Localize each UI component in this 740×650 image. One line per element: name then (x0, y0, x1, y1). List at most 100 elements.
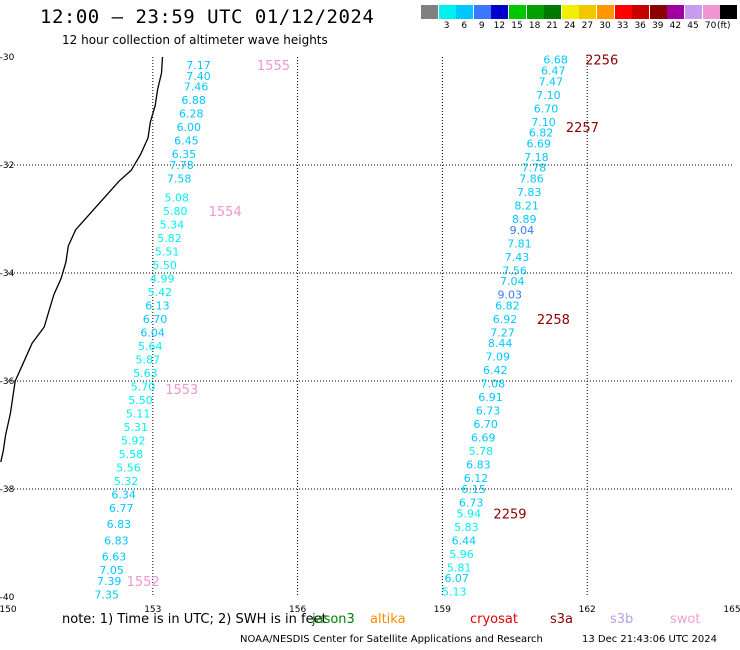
lat-tick-label: -38 (0, 485, 15, 495)
wave-height-value: 7.40 (186, 70, 211, 83)
color-scale-label: 27 (581, 21, 594, 31)
wave-height-value: 6.35 (172, 148, 197, 161)
color-scale-label: 15 (511, 21, 523, 31)
page-subtitle: 12 hour collection of altimeter wave hei… (62, 33, 328, 47)
color-scale-swatch (632, 5, 650, 19)
color-scale-label: 39 (652, 21, 664, 31)
wave-height-value: 4.99 (150, 272, 175, 285)
wave-height-value: 7.09 (485, 351, 510, 364)
wave-height-value: 7.47 (539, 75, 564, 88)
color-scale-label: 18 (528, 21, 541, 31)
color-scale-label: 24 (564, 21, 576, 31)
wave-height-value: 6.12 (464, 472, 489, 485)
wave-height-value: 5.64 (138, 340, 163, 353)
color-scale-label: 9 (478, 21, 485, 31)
wave-height-value: 7.10 (536, 89, 561, 102)
color-scale-swatch (456, 5, 474, 19)
color-scale-swatch (421, 5, 438, 19)
satellite-legend-item: jason3 (312, 612, 355, 627)
wave-height-value: 6.42 (483, 364, 508, 377)
color-scale-label: 45 (687, 21, 699, 31)
wave-height-value: 7.39 (97, 575, 122, 588)
lon-tick-label: 165 (723, 605, 740, 615)
color-scale-swatch (561, 5, 579, 19)
color-scale-label: 3 (443, 21, 450, 31)
wave-height-value: 6.83 (466, 459, 491, 472)
wave-height-value: 7.27 (490, 326, 515, 339)
coastline (0, 56, 164, 463)
wave-height-value: 7.35 (95, 588, 120, 601)
footer-generated: 13 Dec 21:43:06 UTC 2024 (582, 634, 717, 645)
wave-height-value: 5.50 (128, 394, 153, 407)
wave-height-value: 5.58 (119, 448, 144, 461)
wave-height-value: 7.05 (99, 564, 124, 577)
wave-height-value: 5.63 (133, 367, 158, 380)
lon-tick-label: 156 (289, 605, 306, 615)
wave-height-value: 6.92 (493, 313, 518, 326)
color-scale-swatch (473, 5, 491, 19)
wave-height-value: 9.04 (510, 224, 535, 237)
wave-height-value: 6.70 (143, 313, 168, 326)
wave-height-value: 5.94 (457, 507, 482, 520)
wave-height-value: 5.13 (442, 586, 467, 599)
footer-agency: NOAA/NESDIS Center for Satellite Applica… (240, 634, 543, 645)
wave-height-value: 6.63 (102, 551, 127, 564)
note-text: note: 1) Time is in UTC; 2) SWH is in fe… (62, 612, 327, 627)
color-scale-swatch (720, 5, 738, 19)
lon-tick-label: 159 (434, 605, 451, 615)
pass-time-label: 1553 (165, 383, 198, 398)
satellite-legend-item: cryosat (470, 612, 518, 627)
wave-height-value: 6.15 (461, 483, 486, 496)
pass-time-label: 2257 (566, 121, 599, 136)
wave-height-value: 7.83 (517, 186, 542, 199)
color-scale-swatch (685, 5, 702, 19)
pass-time-label: 1552 (127, 575, 160, 590)
wave-height-value: 6.82 (495, 299, 520, 312)
wave-height-value: 6.91 (478, 391, 503, 404)
wave-height-value: 5.81 (447, 561, 472, 574)
pass-time-label: 1554 (209, 205, 242, 220)
wave-height-value: 5.08 (165, 191, 190, 204)
wave-height-value: 6.70 (534, 102, 559, 115)
lat-tick-label: -30 (0, 53, 15, 63)
wave-height-value: 7.08 (481, 378, 506, 391)
wave-height-value: 9.03 (498, 289, 523, 302)
pass-time-label: 2256 (585, 54, 618, 69)
wave-height-value: 6.68 (543, 54, 568, 67)
wave-height-value: 6.13 (145, 299, 170, 312)
color-scale-swatch (614, 5, 632, 19)
wave-height-value: 6.04 (140, 326, 165, 339)
wave-height-value: 7.86 (519, 173, 544, 186)
wave-height-value: 5.96 (449, 548, 474, 561)
wave-height-value: 7.10 (531, 116, 556, 129)
color-scale-swatch (491, 5, 509, 19)
wave-height-value: 7.17 (186, 59, 211, 72)
pass-time-label: 2259 (493, 507, 526, 522)
wave-height-value: 6.44 (452, 534, 477, 547)
wave-height-value: 7.04 (500, 275, 525, 288)
lon-tick-label: 150 (0, 605, 17, 615)
wave-height-value: 6.00 (177, 121, 202, 134)
color-scale-unit: (ft) (717, 21, 731, 31)
color-scale-swatch (544, 5, 562, 19)
wave-height-value: 5.80 (163, 205, 188, 218)
lon-tick-label: 162 (579, 605, 596, 615)
wave-height-value: 8.44 (488, 337, 513, 350)
color-scale-label: 21 (546, 21, 558, 31)
wave-height-value: 5.82 (157, 232, 182, 245)
color-scale-swatch (667, 5, 685, 19)
wave-height-value: 7.58 (167, 173, 192, 186)
color-scale-label: 70 (704, 21, 717, 31)
page-title: 12:00 — 23:59 UTC 01/12/2024 (40, 6, 375, 28)
lat-tick-label: -32 (0, 161, 14, 171)
wave-height-value: 6.69 (471, 432, 496, 445)
wave-height-value: 5.87 (136, 353, 161, 366)
wave-height-value: 7.56 (502, 264, 527, 277)
color-scale-swatch (438, 5, 456, 19)
wave-height-value: 6.45 (174, 135, 199, 148)
satellite-legend-item: s3b (610, 612, 634, 627)
satellite-legend-item: swot (670, 612, 701, 627)
wave-height-value: 6.82 (529, 127, 554, 140)
wave-height-value: 5.78 (469, 445, 494, 458)
